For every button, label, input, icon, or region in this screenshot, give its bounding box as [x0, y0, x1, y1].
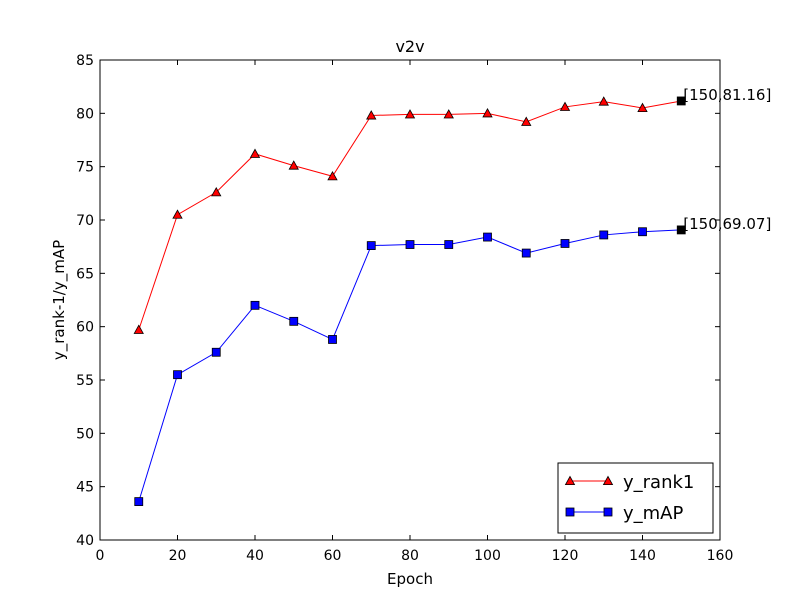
- y-tick-label: 45: [76, 480, 94, 496]
- data-point-y_mAP: [405, 240, 415, 249]
- data-point-y_mAP: [483, 232, 492, 242]
- legend-label: y_mAP: [623, 503, 684, 524]
- x-tick-label: 60: [324, 548, 342, 564]
- data-point-y_mAP: [599, 230, 609, 240]
- data-point-y_mAP: [134, 497, 144, 507]
- data-point-y_rank1: [172, 209, 183, 219]
- x-tick-label: 140: [629, 548, 656, 564]
- data-point-y_rank1: [559, 101, 571, 111]
- data-point-y_mAP: [366, 241, 376, 251]
- data-point-y_rank1: [598, 96, 609, 106]
- data-point-y_mAP: [173, 370, 182, 380]
- y-tick-label: 65: [76, 266, 94, 282]
- legend-label: y_rank1: [623, 472, 694, 493]
- y-axis-label: y_rank-1/y_mAP: [50, 240, 69, 360]
- y-tick-label: 85: [76, 53, 94, 69]
- x-axis-label: Epoch: [387, 570, 433, 588]
- data-point-y_mAP: [638, 227, 647, 237]
- data-point-y_mAP: [250, 300, 260, 310]
- point-annotation: [150,81.16]: [683, 86, 771, 104]
- x-tick-label: 20: [169, 548, 187, 564]
- legend-marker-y_mAP: [603, 507, 613, 517]
- data-point-y_rank1: [404, 109, 416, 119]
- data-point-y_rank1: [443, 109, 454, 119]
- data-point-y_rank1: [482, 108, 493, 118]
- point-annotation: [150,69.07]: [683, 215, 771, 233]
- data-point-y_rank1: [249, 148, 261, 158]
- series-line-y_rank1: [138, 100, 682, 331]
- x-tick-label: 0: [96, 548, 105, 564]
- data-point-y_rank1: [676, 96, 686, 106]
- legend-marker-y_rank1: [602, 475, 614, 486]
- x-tick-label: 160: [707, 548, 734, 564]
- x-tick-label: 100: [474, 548, 501, 564]
- y-tick-label: 50: [76, 426, 94, 442]
- y-tick-label: 60: [76, 320, 94, 336]
- legend-marker-y_mAP: [565, 507, 575, 517]
- y-tick-label: 80: [76, 106, 94, 122]
- series-line-y_mAP: [138, 229, 682, 502]
- data-point-y_mAP: [289, 316, 299, 326]
- data-point-y_rank1: [366, 110, 377, 120]
- plot-area: 0 20 40 60 80 100 120 140 160 40 45 50 55 60 65 70 75 80 8…: [76, 53, 771, 564]
- data-point-y_rank1: [133, 324, 144, 334]
- data-point-y_rank1: [211, 186, 222, 197]
- data-point-y_rank1: [288, 160, 299, 170]
- legend-marker-y_rank1: [564, 475, 576, 486]
- data-point-y_rank1: [637, 102, 648, 112]
- data-point-y_mAP: [444, 240, 454, 249]
- y-tick-label: 75: [76, 160, 94, 176]
- data-point-y_mAP: [211, 347, 221, 357]
- legend: y_rank1 y_mAP: [557, 462, 714, 534]
- y-tick-label: 40: [76, 533, 94, 549]
- data-point-y_rank1: [327, 170, 338, 181]
- y-tick-label: 55: [76, 373, 94, 389]
- data-point-y_rank1: [521, 116, 532, 126]
- x-tick-label: 40: [246, 548, 264, 564]
- x-tick-label: 80: [401, 548, 419, 564]
- legend-box: [557, 462, 714, 534]
- data-point-y_mAP: [328, 335, 337, 344]
- data-point-y_mAP: [560, 239, 570, 248]
- data-point-y_mAP: [676, 225, 686, 235]
- data-point-y_mAP: [521, 248, 531, 258]
- x-tick-label: 120: [552, 548, 579, 564]
- chart-title: v2v: [395, 37, 424, 56]
- y-tick-label: 70: [76, 213, 94, 229]
